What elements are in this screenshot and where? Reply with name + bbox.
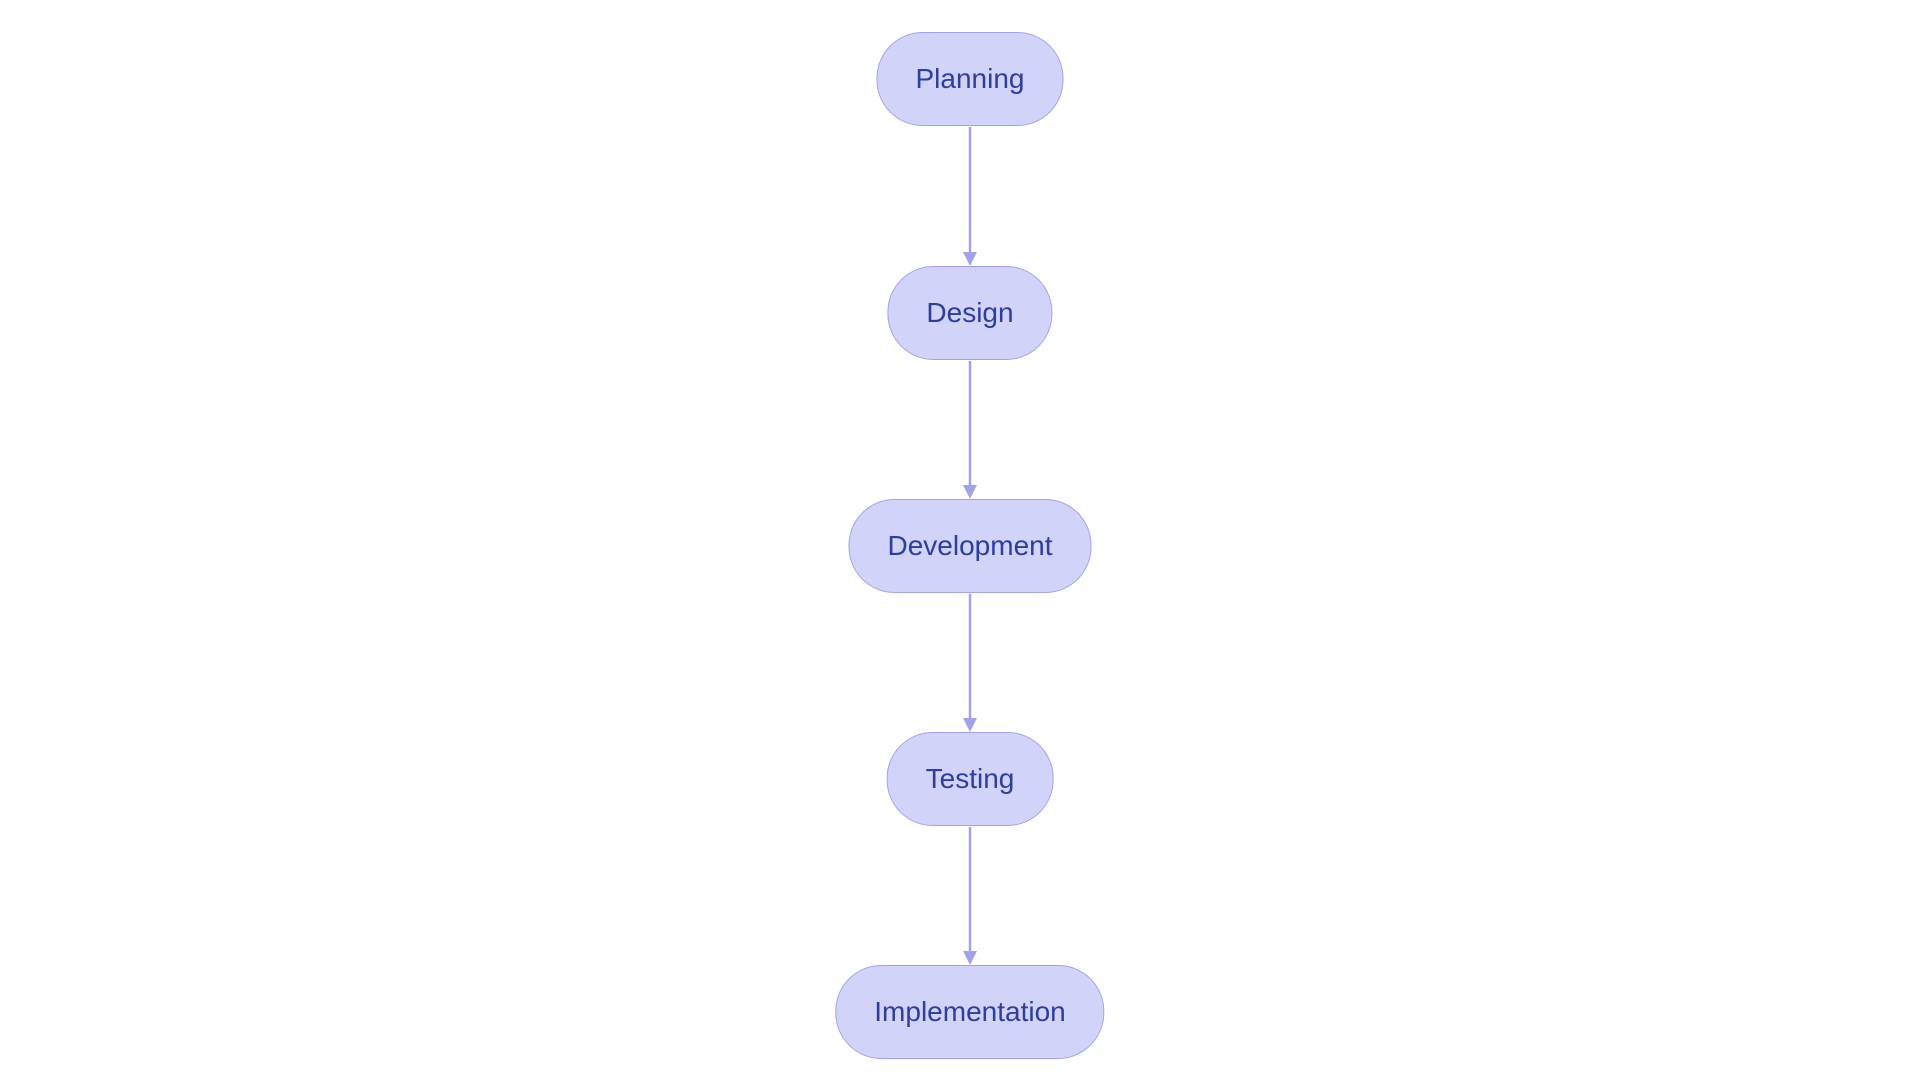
flowchart-node-implementation: Implementation [835,965,1104,1059]
flowchart-node-label: Development [888,530,1053,562]
flowchart-node-label: Implementation [874,996,1065,1028]
flowchart-node-label: Planning [916,63,1025,95]
flowchart-node-testing: Testing [887,732,1054,826]
flowchart-node-development: Development [849,499,1092,593]
flowchart-node-label: Design [926,297,1013,329]
flowchart-node-planning: Planning [877,32,1064,126]
flowchart-canvas: Planning Design Development Testing Implemen… [0,0,1920,1080]
flowchart-node-label: Testing [926,763,1015,795]
flowchart-node-design: Design [887,266,1052,360]
